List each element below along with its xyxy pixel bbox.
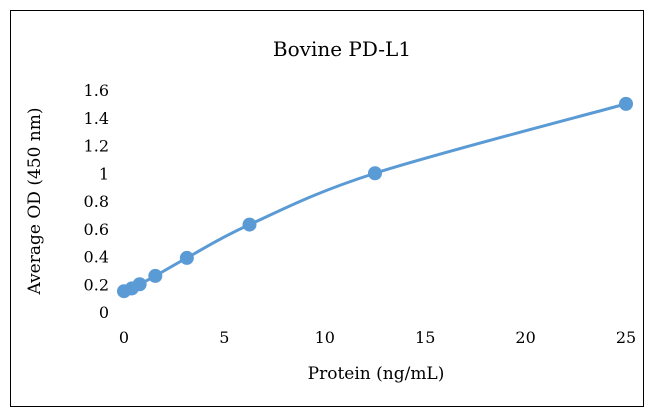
x-axis-label: Protein (ng/mL) <box>308 364 445 384</box>
data-points <box>117 96 633 299</box>
y-tick-label: 1.4 <box>84 109 109 128</box>
chart-frame <box>10 10 644 407</box>
data-point <box>179 250 194 265</box>
y-tick-label: 0.2 <box>84 275 109 294</box>
y-tick-label: 1.6 <box>84 81 109 100</box>
data-point <box>368 166 382 181</box>
data-point <box>132 277 147 292</box>
series-line <box>123 102 627 293</box>
x-tick-label: 5 <box>219 328 229 347</box>
chart-title: Bovine PD-L1 <box>273 37 411 61</box>
x-tick-label: 20 <box>515 328 535 347</box>
y-tick-label: 1.2 <box>84 137 109 156</box>
y-tick-label: 0.6 <box>84 220 109 239</box>
x-tick-label: 0 <box>119 328 129 347</box>
data-point <box>619 96 633 111</box>
y-axis-ticks: 0 0.2 0.4 0.6 0.8 1 1.2 1.4 1.6 <box>84 81 109 322</box>
data-point <box>242 217 257 232</box>
x-axis-ticks: 0 5 10 15 20 25 <box>119 328 636 347</box>
y-tick-label: 1 <box>99 164 109 183</box>
y-axis-label: Average OD (450 nm) <box>25 107 45 295</box>
x-tick-label: 10 <box>315 328 335 347</box>
x-tick-label: 15 <box>415 328 435 347</box>
x-tick-label: 25 <box>616 328 636 347</box>
y-tick-label: 0.8 <box>84 192 109 211</box>
data-point <box>148 268 163 283</box>
y-tick-label: 0.4 <box>84 248 109 267</box>
y-tick-label: 0 <box>99 303 109 322</box>
